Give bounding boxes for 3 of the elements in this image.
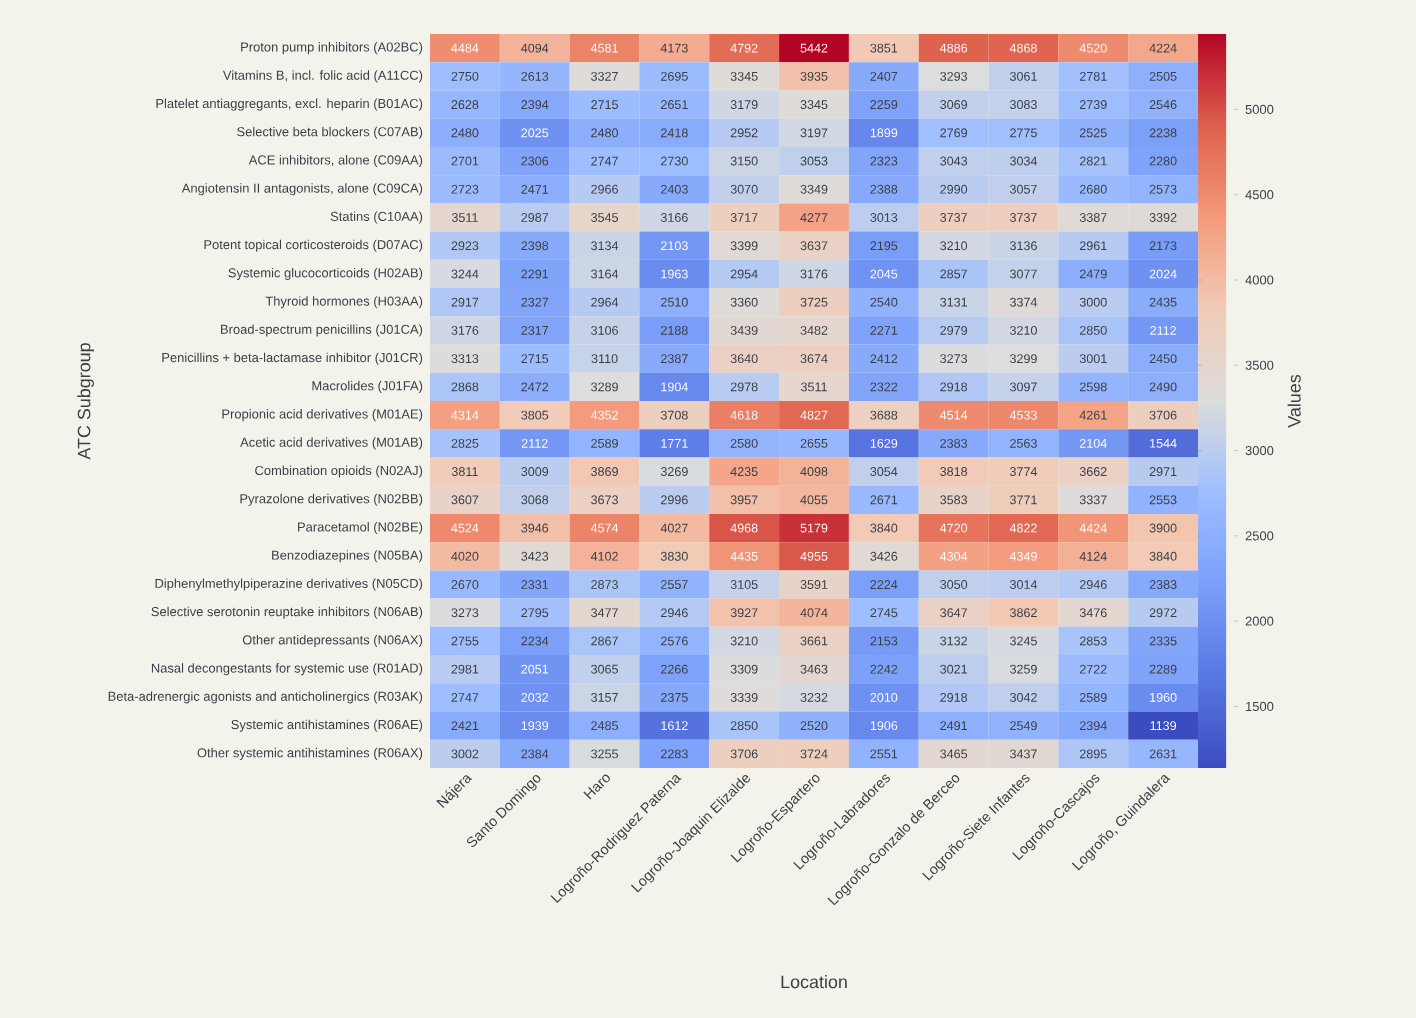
color-bar-title: Values [1287, 374, 1301, 428]
x-axis-title: Location [781, 975, 847, 989]
y-axis-title: ATC Subgroup [77, 343, 94, 460]
